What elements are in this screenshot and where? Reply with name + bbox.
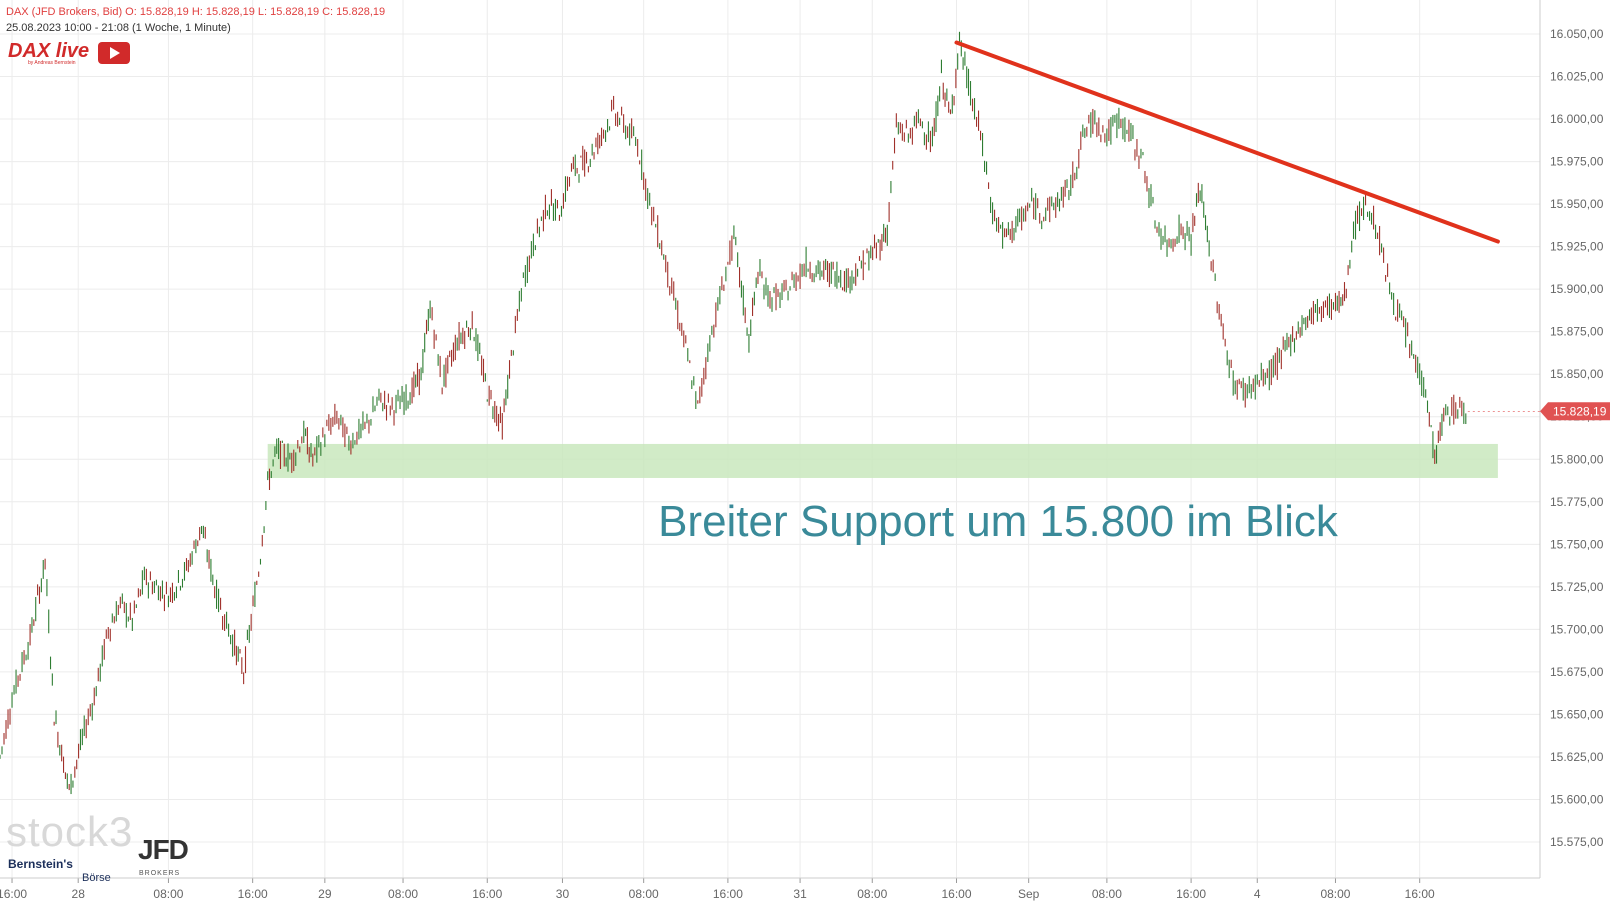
x-tick-label: 08:00	[388, 887, 418, 901]
x-tick-label: 28	[72, 887, 86, 901]
boerse-logo: Börse	[82, 872, 111, 884]
x-tick-label: 16:00	[1176, 887, 1206, 901]
y-tick-label: 15.700,00	[1550, 622, 1604, 636]
timeframe-header: 25.08.2023 10:00 - 21:08 (1 Woche, 1 Min…	[6, 22, 231, 34]
x-tick-label: 08:00	[1092, 887, 1122, 901]
y-tick-label: 15.850,00	[1550, 367, 1604, 381]
x-tick-label: 16:00	[0, 887, 27, 901]
dax-live-logo: DAX live	[8, 40, 90, 62]
x-tick-label: 08:00	[1320, 887, 1350, 901]
x-tick-label: 16:00	[238, 887, 268, 901]
x-tick-label: 31	[793, 887, 807, 901]
x-tick-label: 4	[1254, 887, 1261, 901]
x-tick-label: 16:00	[472, 887, 502, 901]
y-tick-label: 15.875,00	[1550, 325, 1604, 339]
x-tick-label: 29	[318, 887, 332, 901]
jfd-logo: JFD	[138, 834, 189, 865]
x-tick-label: 30	[556, 887, 570, 901]
x-tick-label: Sep	[1018, 887, 1040, 901]
bernsteins-logo: Bernstein's	[8, 857, 73, 871]
x-tick-label: 16:00	[1405, 887, 1435, 901]
support-zone	[267, 443, 1498, 478]
y-tick-label: 15.900,00	[1550, 282, 1604, 296]
y-tick-label: 15.800,00	[1550, 452, 1604, 466]
y-tick-label: 16.050,00	[1550, 27, 1604, 41]
resistance-trendline[interactable]	[954, 40, 1500, 244]
y-tick-label: 15.625,00	[1550, 750, 1604, 764]
y-tick-label: 15.575,00	[1550, 835, 1604, 849]
jfd-sub: BROKERS	[139, 870, 181, 877]
y-tick-label: 16.000,00	[1550, 112, 1604, 126]
y-tick-label: 16.025,00	[1550, 70, 1604, 84]
stock3-watermark: stock3	[6, 808, 134, 855]
y-tick-label: 15.600,00	[1550, 792, 1604, 806]
y-tick-label: 15.775,00	[1550, 495, 1604, 509]
x-tick-label: 08:00	[857, 887, 887, 901]
y-tick-label: 15.725,00	[1550, 580, 1604, 594]
dax-live-sub: by Andreas Bernstein	[28, 60, 76, 66]
support-annotation: Breiter Support um 15.800 im Blick	[658, 497, 1339, 546]
last-price-tag	[1540, 402, 1610, 421]
play-icon	[98, 42, 130, 64]
x-tick-label: 08:00	[153, 887, 183, 901]
y-tick-label: 15.675,00	[1550, 665, 1604, 679]
instrument-header: DAX (JFD Brokers, Bid) O: 15.828,19 H: 1…	[6, 6, 386, 18]
y-tick-label: 15.925,00	[1550, 240, 1604, 254]
last-price-label: 15.828,19	[1553, 404, 1607, 418]
y-tick-label: 15.950,00	[1550, 197, 1604, 211]
y-tick-label: 15.650,00	[1550, 707, 1604, 721]
x-tick-label: 16:00	[941, 887, 971, 901]
x-tick-label: 08:00	[629, 887, 659, 901]
y-tick-label: 15.750,00	[1550, 537, 1604, 551]
y-tick-label: 15.975,00	[1550, 155, 1604, 169]
x-tick-label: 16:00	[713, 887, 743, 901]
